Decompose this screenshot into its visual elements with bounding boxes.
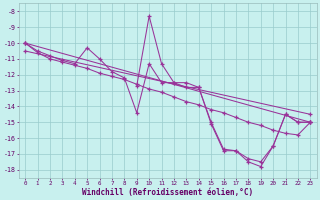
X-axis label: Windchill (Refroidissement éolien,°C): Windchill (Refroidissement éolien,°C) — [82, 188, 253, 197]
